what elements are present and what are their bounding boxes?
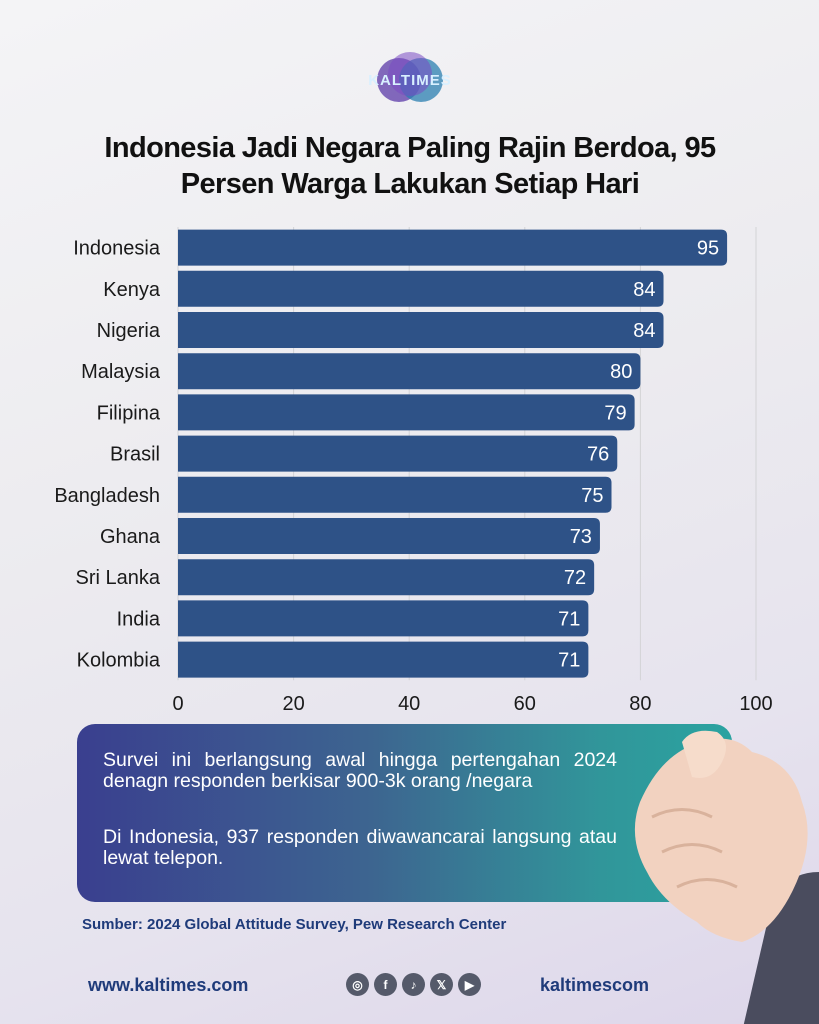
- data-label: 73: [570, 526, 592, 548]
- data-label: 76: [587, 444, 609, 466]
- category-label: Indonesia: [73, 238, 161, 260]
- category-label: Sri Lanka: [76, 567, 161, 589]
- data-label: 72: [564, 567, 586, 589]
- source-text: Sumber: 2024 Global Attitude Survey, Pew…: [82, 916, 507, 933]
- category-label: India: [117, 608, 161, 630]
- data-label: 84: [633, 320, 655, 342]
- category-label: Ghana: [100, 526, 161, 548]
- x-tick-label: 0: [172, 693, 183, 715]
- survey-note-paragraph-1: Survei ini berlangsung awal hingga perte…: [103, 749, 617, 792]
- bar: [178, 229, 728, 266]
- data-label: 75: [581, 485, 603, 507]
- data-label: 80: [610, 361, 632, 383]
- bar: [178, 600, 589, 637]
- bar: [178, 518, 600, 554]
- kaltimes-logo: KALTIMES: [355, 52, 465, 108]
- website-link[interactable]: www.kaltimes.com: [88, 975, 249, 995]
- survey-note-box: [77, 724, 732, 902]
- bar: [178, 476, 612, 513]
- instagram-icon[interactable]: ◎: [346, 973, 369, 996]
- survey-note-paragraph-2: Di Indonesia, 937 responden diwawancarai…: [103, 826, 617, 869]
- bar: [178, 270, 664, 307]
- page-title: Indonesia Jadi Negara Paling Rajin Berdo…: [40, 130, 780, 202]
- title-line-1: Indonesia Jadi Negara Paling Rajin Berdo…: [104, 132, 716, 164]
- category-label: Kolombia: [77, 650, 161, 672]
- category-label: Brasil: [110, 444, 160, 466]
- category-label: Bangladesh: [54, 485, 160, 507]
- category-label: Nigeria: [97, 320, 161, 342]
- bar: [178, 641, 589, 678]
- data-label: 79: [604, 402, 626, 424]
- bar: [178, 394, 635, 431]
- praying-hands-image: [634, 730, 819, 1024]
- category-label: Kenya: [103, 279, 161, 301]
- logo-text: KALTIMES: [368, 72, 452, 89]
- title-line-2: Persen Warga Lakukan Setiap Hari: [180, 168, 640, 200]
- x-icon[interactable]: 𝕏: [430, 973, 453, 996]
- bar-chart: Indonesia 95 Kenya 84 Nigeria 84 Malaysia 80 Fil…: [54, 227, 773, 715]
- tiktok-icon[interactable]: ♪: [402, 973, 425, 996]
- bar: [178, 353, 641, 390]
- social-icons: ◎ f ♪ 𝕏 ▶: [346, 973, 481, 997]
- category-label: Malaysia: [81, 361, 161, 383]
- x-tick-label: 60: [514, 693, 536, 715]
- facebook-icon[interactable]: f: [374, 973, 397, 996]
- social-handle: kaltimescom: [540, 975, 650, 995]
- data-label: 84: [633, 279, 655, 301]
- bar: [178, 559, 595, 596]
- x-tick-label: 100: [739, 693, 772, 715]
- x-tick-label: 80: [629, 693, 651, 715]
- youtube-icon[interactable]: ▶: [458, 973, 481, 996]
- data-label: 71: [558, 608, 580, 630]
- bar: [178, 435, 618, 472]
- x-tick-label: 20: [282, 693, 304, 715]
- bar: [178, 312, 664, 348]
- data-label: 71: [558, 650, 580, 672]
- x-tick-label: 40: [398, 693, 420, 715]
- data-label: 95: [697, 238, 719, 260]
- category-label: Filipina: [97, 402, 161, 424]
